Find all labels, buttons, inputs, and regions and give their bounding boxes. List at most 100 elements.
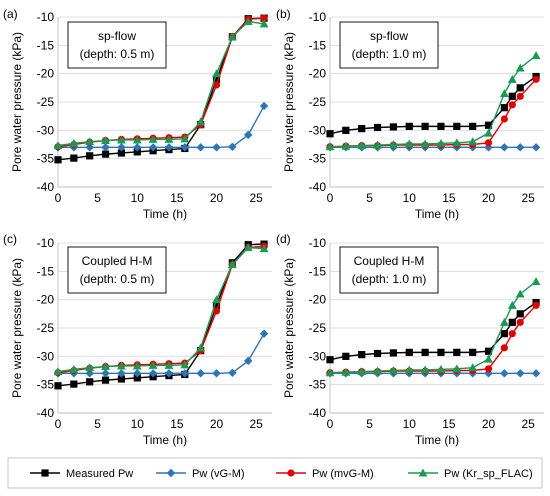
data-point: [101, 376, 110, 384]
data-point: [484, 128, 493, 137]
data-point: [85, 363, 95, 372]
data-point: [148, 135, 158, 143]
panel-label: (b): [276, 7, 291, 21]
y-tick-label: -10: [37, 236, 55, 250]
data-point: [212, 369, 221, 378]
data-point: [507, 74, 517, 83]
x-tick-label: 20: [210, 417, 224, 431]
x-tick-label: 25: [249, 191, 263, 205]
data-point: [69, 138, 79, 147]
y-tick-label: -40: [309, 406, 327, 420]
data-point: [180, 360, 190, 369]
data-point: [421, 348, 429, 356]
data-point: [180, 143, 190, 152]
data-point: [469, 122, 477, 130]
data-point: [325, 142, 335, 151]
data-point: [212, 301, 221, 309]
data-point: [86, 152, 94, 160]
legend-item-1: Measured Pw: [30, 468, 133, 480]
data-point: [389, 349, 398, 357]
y-tick-label: -25: [309, 321, 327, 335]
series-pw-kr-sp-flac: [325, 277, 541, 377]
data-point: [117, 135, 126, 144]
data-point: [373, 366, 382, 375]
y-tick-label: -35: [309, 152, 327, 166]
data-point: [358, 125, 366, 133]
series-line: [329, 54, 537, 148]
data-point: [373, 123, 382, 132]
data-point: [164, 135, 174, 143]
data-point: [259, 101, 269, 111]
data-point: [101, 369, 110, 378]
data-point: [101, 362, 110, 371]
x-tick-label: 10: [403, 191, 417, 205]
series-line: [329, 280, 537, 374]
x-tick-label: 5: [366, 417, 373, 431]
data-point: [85, 143, 94, 152]
legend-marker: [418, 468, 428, 477]
data-point: [86, 378, 94, 386]
data-point: [212, 307, 221, 315]
data-point: [507, 300, 517, 309]
data-point: [499, 317, 509, 326]
x-tick-label: 25: [521, 191, 535, 205]
data-point: [244, 130, 253, 140]
x-tick-label: 15: [442, 417, 456, 431]
data-point: [532, 301, 540, 309]
x-axis-label: Time (h): [415, 433, 459, 447]
data-point: [259, 329, 269, 338]
data-point: [516, 310, 524, 318]
data-point: [500, 115, 508, 123]
data-point: [101, 136, 110, 145]
panel-label: (d): [276, 232, 291, 246]
y-tick-label: -30: [37, 349, 55, 363]
data-point: [373, 140, 382, 149]
legend-item-4: Pw (Kr_sp_FLAC): [408, 468, 533, 480]
x-axis-label: Time (h): [143, 433, 187, 447]
data-point: [117, 375, 126, 383]
y-tick-label: -15: [37, 264, 55, 278]
annotation-box: [339, 21, 439, 69]
data-point: [133, 148, 141, 156]
y-tick-label: -10: [309, 10, 327, 24]
data-point: [436, 364, 446, 373]
y-tick-label: -25: [309, 95, 327, 109]
legend: Measured Pw Pw (vG-M) Pw (mvG-M) Pw (Kr_sp_…: [7, 457, 543, 489]
x-tick-label: 20: [482, 417, 496, 431]
panel-label: (c): [3, 232, 17, 246]
data-point: [508, 101, 516, 109]
y-tick-label: -35: [37, 378, 55, 392]
y-tick-label: -15: [37, 38, 55, 52]
data-point: [420, 139, 430, 148]
data-point: [243, 243, 253, 252]
x-tick-label: 5: [366, 191, 373, 205]
y-tick-label: -15: [309, 264, 327, 278]
chart-panel-1: -40 -35 -30 -25 -20 -15 -10 0 5 10 15 20 25 Time (h) P…: [3, 7, 272, 221]
data-point: [357, 367, 367, 376]
data-point: [244, 356, 253, 366]
y-tick-label: -10: [309, 236, 327, 250]
data-point: [468, 363, 478, 372]
data-point: [148, 369, 158, 378]
data-point: [531, 369, 541, 378]
data-point: [373, 349, 382, 358]
y-tick-label: -20: [309, 67, 327, 81]
x-tick-label: 0: [55, 417, 62, 431]
data-point: [148, 143, 158, 152]
data-point: [405, 122, 413, 130]
data-point: [53, 141, 63, 150]
chart-panel-4: -40 -35 -30 -25 -20 -15 -10 0 5 10 15 20 25 Time (h) P…: [276, 232, 544, 447]
data-point: [117, 143, 126, 152]
series-pw-kr-sp-flac: [53, 17, 269, 150]
series-line: [57, 246, 265, 373]
legend-label: Pw (mvG-M): [312, 468, 374, 480]
data-point: [212, 143, 221, 152]
data-point: [500, 344, 508, 352]
annotation-title: sp-flow: [370, 29, 408, 43]
annotation-title: Coupled H-M: [82, 254, 153, 268]
data-point: [70, 380, 78, 388]
legend-marker: [41, 469, 49, 477]
x-tick-label: 15: [170, 191, 184, 205]
data-point: [484, 354, 493, 363]
data-point: [516, 84, 524, 92]
